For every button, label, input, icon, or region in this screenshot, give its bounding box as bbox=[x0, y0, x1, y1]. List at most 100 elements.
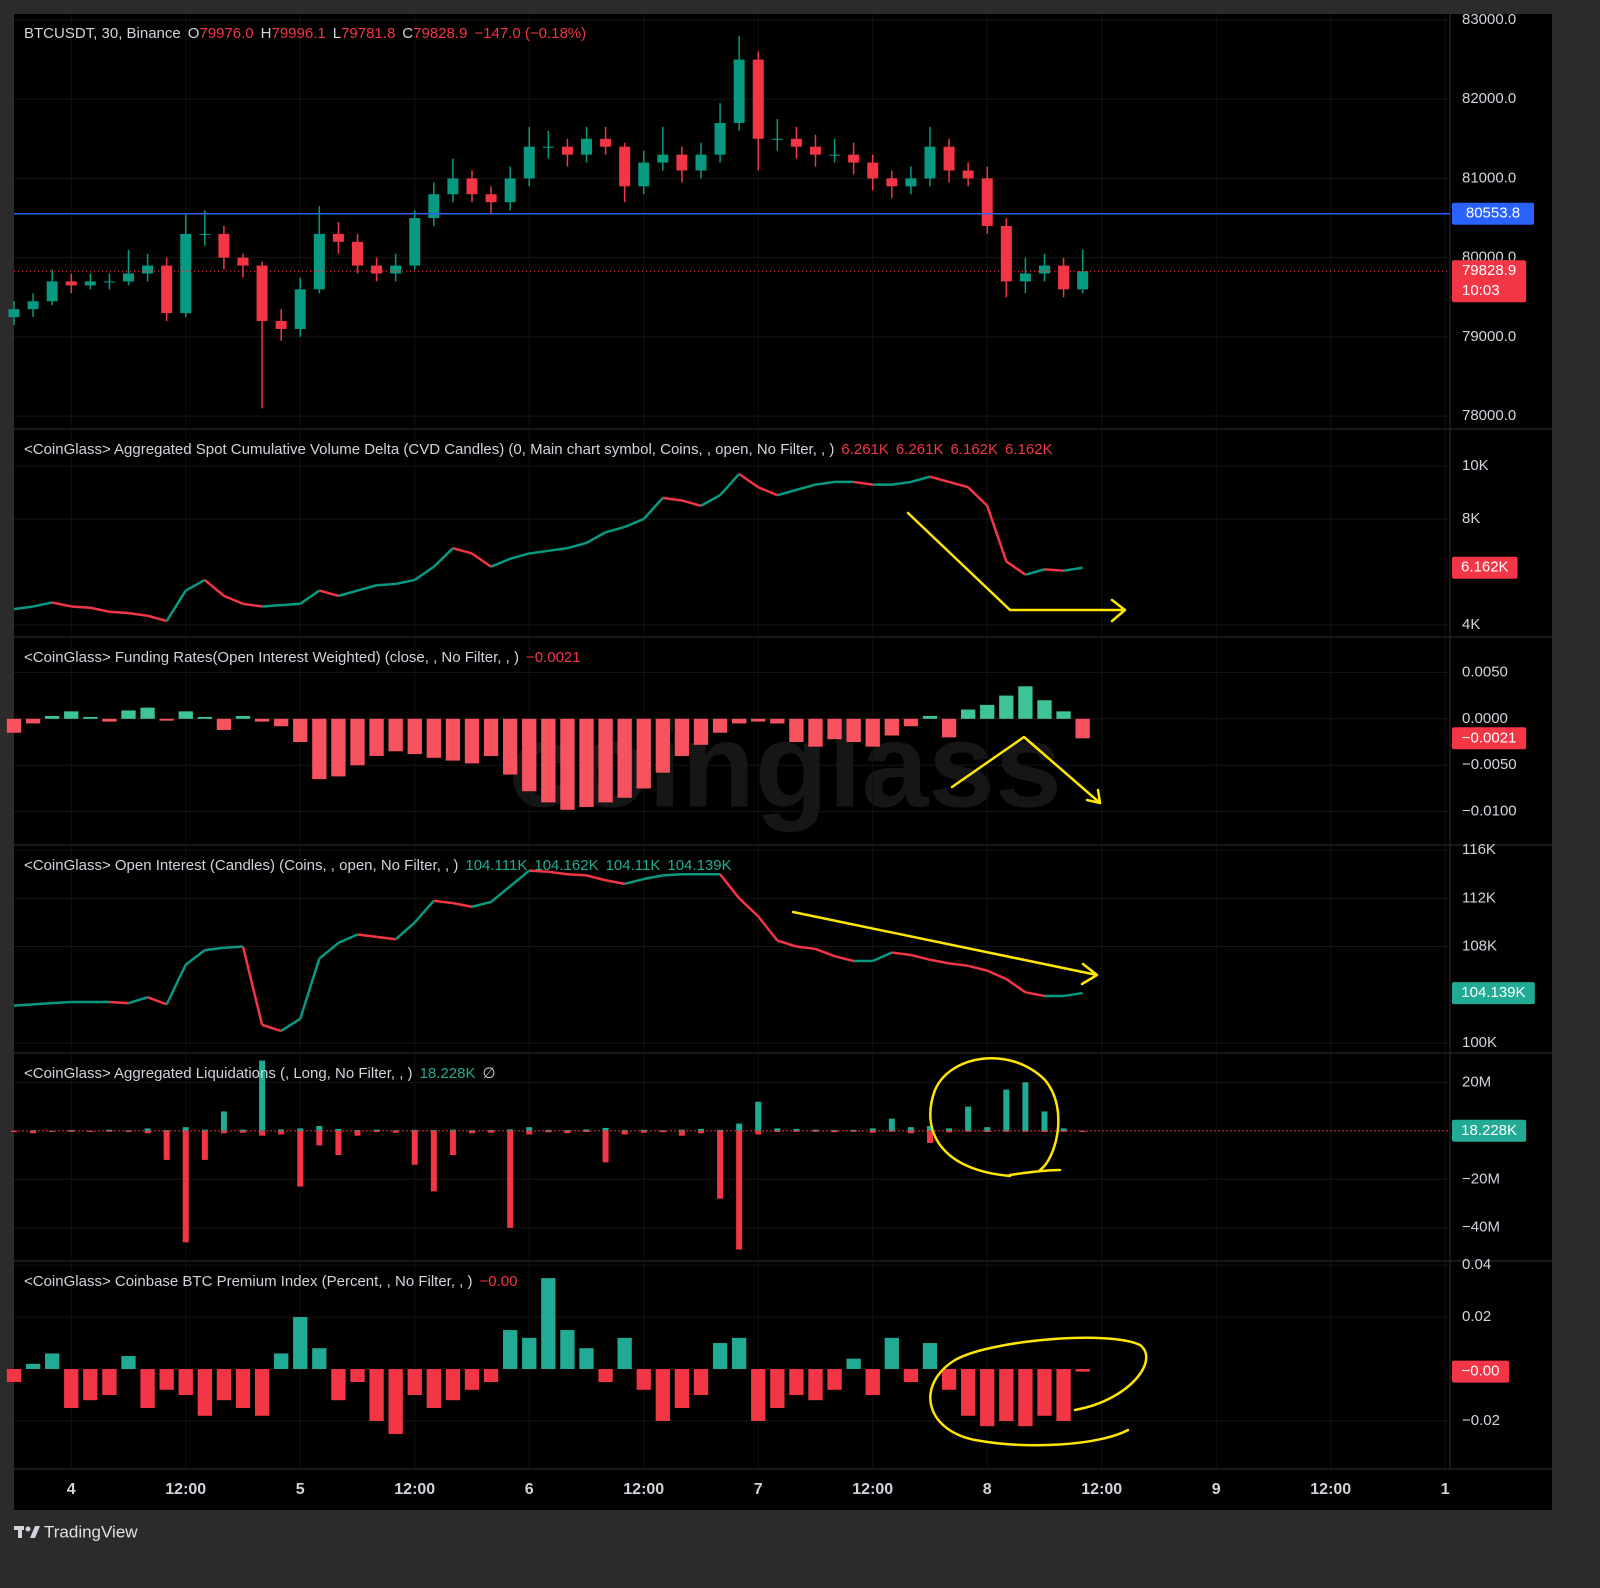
bar bbox=[350, 1369, 365, 1383]
bar bbox=[1041, 1130, 1048, 1133]
bar bbox=[335, 1128, 342, 1131]
x-tick-label: 6 bbox=[525, 1481, 534, 1498]
legend-item: 104.139K bbox=[667, 857, 731, 874]
bar bbox=[545, 1130, 552, 1133]
bar bbox=[655, 718, 670, 773]
bar bbox=[560, 718, 575, 810]
bar bbox=[102, 718, 117, 722]
candle-body bbox=[523, 146, 535, 179]
y-tick-label: 4K bbox=[1462, 616, 1480, 633]
bar bbox=[583, 1130, 590, 1133]
bar bbox=[621, 1130, 628, 1132]
line-segment bbox=[51, 601, 72, 608]
price-badge-label: 80553.8 bbox=[1466, 205, 1520, 222]
line-segment bbox=[1005, 560, 1027, 576]
legend-item: <CoinGlass> Aggregated Spot Cumulative V… bbox=[24, 441, 834, 458]
legend-item: 79996.1 bbox=[271, 25, 325, 42]
bar bbox=[999, 695, 1014, 719]
bar bbox=[102, 1369, 117, 1396]
legend-item: <CoinGlass> Funding Rates(Open Interest … bbox=[24, 649, 519, 666]
bar bbox=[960, 1369, 976, 1416]
bar bbox=[274, 1353, 289, 1370]
bar bbox=[755, 1130, 762, 1135]
line-segment bbox=[567, 541, 587, 550]
line-segment bbox=[853, 480, 873, 486]
bar bbox=[770, 1369, 785, 1408]
line-segment bbox=[738, 897, 760, 918]
line-segment bbox=[681, 499, 702, 507]
line-segment bbox=[891, 951, 912, 957]
x-tick-label: 12:00 bbox=[394, 1481, 435, 1498]
line-segment bbox=[1063, 991, 1083, 998]
bar bbox=[888, 1118, 895, 1131]
y-tick-label: 116K bbox=[1462, 841, 1496, 858]
candle-body bbox=[733, 59, 745, 123]
bar bbox=[579, 1348, 594, 1370]
bar bbox=[980, 704, 995, 719]
candle-body bbox=[237, 257, 249, 266]
last-badge bbox=[1452, 1119, 1527, 1142]
candle-body bbox=[103, 281, 115, 283]
bar bbox=[312, 1348, 327, 1370]
bar bbox=[159, 718, 174, 721]
bar bbox=[827, 1369, 842, 1390]
y-tick-label: 82000.0 bbox=[1462, 90, 1516, 107]
bar bbox=[45, 716, 60, 719]
bar bbox=[278, 1129, 285, 1131]
line-segment bbox=[662, 872, 682, 877]
candle-body bbox=[218, 233, 230, 258]
line-segment bbox=[395, 578, 415, 586]
bar bbox=[197, 1369, 212, 1416]
legend-item: 6.162K bbox=[950, 441, 998, 458]
bar bbox=[121, 710, 136, 719]
bar bbox=[235, 716, 251, 719]
pane-legend: <CoinGlass> Funding Rates(Open Interest … bbox=[24, 649, 581, 666]
line-segment bbox=[32, 601, 53, 608]
bar bbox=[617, 1337, 632, 1370]
bar bbox=[541, 1278, 556, 1370]
candle-body bbox=[962, 170, 974, 179]
bar bbox=[1075, 1369, 1090, 1372]
bar bbox=[946, 1130, 953, 1133]
legend-item: O bbox=[188, 25, 200, 42]
bar bbox=[526, 1127, 533, 1131]
bar bbox=[693, 1369, 709, 1396]
candle-body bbox=[1038, 265, 1050, 274]
bar bbox=[1018, 1369, 1033, 1427]
bar bbox=[430, 1130, 437, 1132]
line-segment bbox=[910, 953, 931, 962]
bar bbox=[522, 1337, 537, 1370]
line-segment bbox=[13, 1003, 34, 1007]
line-segment bbox=[318, 589, 339, 598]
bar bbox=[1079, 1130, 1086, 1132]
x-tick-label: 12:00 bbox=[1310, 1481, 1351, 1498]
line-segment bbox=[33, 1001, 53, 1006]
bar bbox=[907, 1127, 914, 1131]
bar bbox=[503, 718, 518, 775]
line-segment bbox=[815, 947, 836, 958]
y-tick-label: −20M bbox=[1462, 1170, 1500, 1187]
cvd-arrow bbox=[906, 511, 1127, 623]
bar bbox=[1018, 686, 1033, 719]
bar bbox=[755, 1101, 762, 1131]
line-segment bbox=[605, 879, 625, 886]
bar bbox=[201, 1129, 208, 1131]
brand: TradingView bbox=[44, 1522, 138, 1541]
y-tick-label: 0.02 bbox=[1462, 1308, 1491, 1325]
bar bbox=[717, 1130, 724, 1199]
line-segment bbox=[376, 582, 396, 587]
bar bbox=[316, 1125, 323, 1131]
line-segment bbox=[71, 605, 91, 610]
candle-body bbox=[8, 309, 20, 318]
bar bbox=[659, 1130, 666, 1133]
bar bbox=[369, 718, 384, 756]
bar bbox=[507, 1129, 514, 1131]
line-segment bbox=[433, 899, 454, 905]
y-tick-label: −0.02 bbox=[1462, 1412, 1500, 1429]
x-tick-label: 8 bbox=[983, 1481, 992, 1498]
bar bbox=[106, 1129, 113, 1131]
legend-item: C bbox=[402, 25, 413, 42]
x-tick-label: 4 bbox=[67, 1481, 76, 1498]
candle-body bbox=[886, 178, 898, 187]
